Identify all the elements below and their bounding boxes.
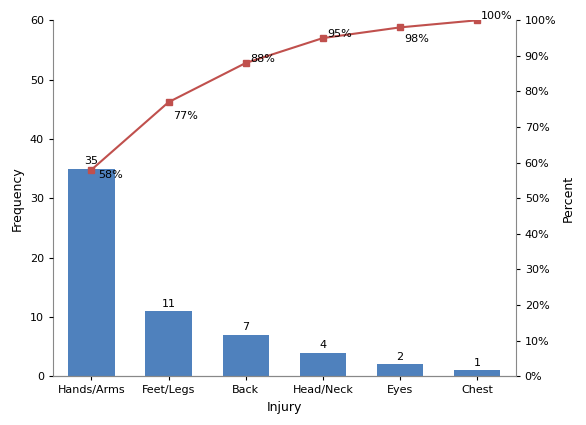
Text: 58%: 58%: [98, 170, 123, 180]
Text: 11: 11: [162, 299, 176, 309]
Text: 77%: 77%: [173, 111, 197, 121]
Bar: [377, 365, 423, 376]
Text: 4: 4: [319, 340, 326, 350]
Text: 35: 35: [84, 156, 98, 166]
Bar: [454, 370, 500, 376]
X-axis label: Injury: Injury: [267, 401, 302, 414]
Y-axis label: Percent: Percent: [562, 175, 575, 222]
Text: 7: 7: [242, 323, 249, 332]
Bar: [145, 311, 192, 376]
Bar: [68, 169, 114, 376]
Y-axis label: Frequency: Frequency: [11, 166, 24, 231]
Text: 98%: 98%: [404, 34, 429, 43]
Bar: [299, 353, 346, 376]
Text: 88%: 88%: [250, 54, 275, 64]
Text: 95%: 95%: [327, 29, 352, 39]
Text: 2: 2: [396, 352, 404, 362]
Text: 100%: 100%: [481, 11, 513, 21]
Bar: [223, 335, 269, 376]
Text: 1: 1: [473, 358, 481, 368]
